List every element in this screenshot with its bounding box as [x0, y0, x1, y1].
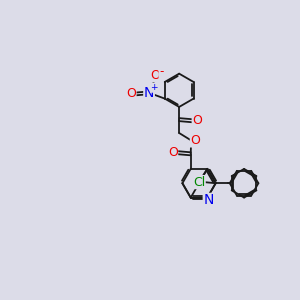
Text: O: O	[126, 88, 136, 100]
Text: O: O	[168, 146, 178, 159]
Text: O: O	[192, 114, 202, 127]
Text: -: -	[159, 65, 164, 78]
Text: N: N	[203, 194, 214, 207]
Text: Cl: Cl	[193, 176, 205, 189]
Text: O: O	[190, 134, 200, 147]
Text: O: O	[150, 69, 160, 82]
Text: +: +	[150, 83, 158, 92]
Text: N: N	[144, 86, 154, 100]
